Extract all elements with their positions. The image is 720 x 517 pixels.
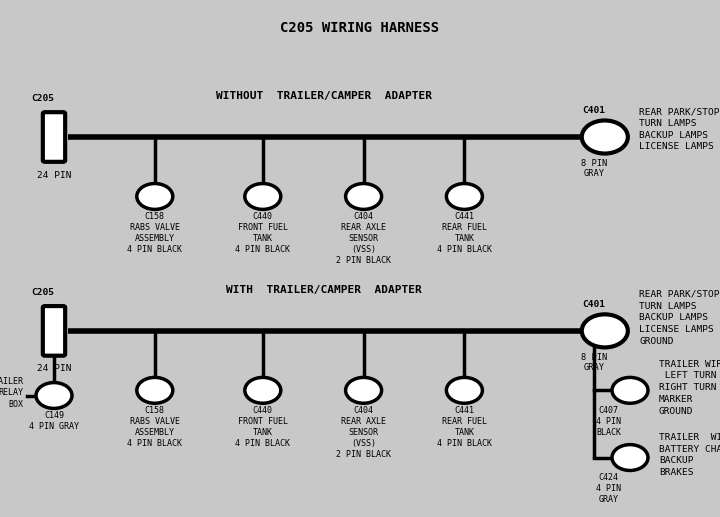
Text: C158
RABS VALVE
ASSEMBLY
4 PIN BLACK: C158 RABS VALVE ASSEMBLY 4 PIN BLACK bbox=[127, 406, 182, 448]
Text: REAR PARK/STOP
TURN LAMPS
BACKUP LAMPS
LICENSE LAMPS
GROUND: REAR PARK/STOP TURN LAMPS BACKUP LAMPS L… bbox=[639, 290, 720, 346]
Text: C158
RABS VALVE
ASSEMBLY
4 PIN BLACK: C158 RABS VALVE ASSEMBLY 4 PIN BLACK bbox=[127, 212, 182, 254]
Text: C424
4 PIN
GRAY: C424 4 PIN GRAY bbox=[596, 473, 621, 504]
Text: TRAILER WIRES
 LEFT TURN
RIGHT TURN
MARKER
GROUND: TRAILER WIRES LEFT TURN RIGHT TURN MARKE… bbox=[659, 360, 720, 416]
Circle shape bbox=[612, 377, 648, 403]
FancyBboxPatch shape bbox=[43, 306, 65, 356]
Circle shape bbox=[612, 445, 648, 470]
Text: C149
4 PIN GRAY: C149 4 PIN GRAY bbox=[29, 411, 79, 431]
Text: 24 PIN: 24 PIN bbox=[37, 364, 71, 373]
FancyBboxPatch shape bbox=[43, 112, 65, 162]
Text: TRAILER  WIRES
BATTERY CHARGE
BACKUP
BRAKES: TRAILER WIRES BATTERY CHARGE BACKUP BRAK… bbox=[659, 433, 720, 477]
Circle shape bbox=[36, 383, 72, 408]
Text: 24 PIN: 24 PIN bbox=[37, 171, 71, 179]
Circle shape bbox=[137, 377, 173, 403]
Text: REAR PARK/STOP
TURN LAMPS
BACKUP LAMPS
LICENSE LAMPS: REAR PARK/STOP TURN LAMPS BACKUP LAMPS L… bbox=[639, 107, 720, 151]
Circle shape bbox=[346, 377, 382, 403]
Text: C404
REAR AXLE
SENSOR
(VSS)
2 PIN BLACK: C404 REAR AXLE SENSOR (VSS) 2 PIN BLACK bbox=[336, 406, 391, 459]
Text: WITHOUT  TRAILER/CAMPER  ADAPTER: WITHOUT TRAILER/CAMPER ADAPTER bbox=[216, 90, 432, 101]
Text: C441
REAR FUEL
TANK
4 PIN BLACK: C441 REAR FUEL TANK 4 PIN BLACK bbox=[437, 406, 492, 448]
Circle shape bbox=[245, 377, 281, 403]
Circle shape bbox=[582, 314, 628, 347]
Text: C205 WIRING HARNESS: C205 WIRING HARNESS bbox=[280, 21, 440, 35]
Text: 8 PIN
GRAY: 8 PIN GRAY bbox=[581, 159, 607, 178]
Text: C440
FRONT FUEL
TANK
4 PIN BLACK: C440 FRONT FUEL TANK 4 PIN BLACK bbox=[235, 406, 290, 448]
Circle shape bbox=[137, 184, 173, 209]
Circle shape bbox=[582, 120, 628, 154]
Text: C407
4 PIN
BLACK: C407 4 PIN BLACK bbox=[596, 406, 621, 437]
Text: 8 PIN
GRAY: 8 PIN GRAY bbox=[581, 353, 607, 372]
Text: WITH  TRAILER/CAMPER  ADAPTER: WITH TRAILER/CAMPER ADAPTER bbox=[226, 284, 422, 295]
Text: TRAILER
RELAY
BOX: TRAILER RELAY BOX bbox=[0, 377, 24, 408]
Circle shape bbox=[245, 184, 281, 209]
Circle shape bbox=[446, 184, 482, 209]
Circle shape bbox=[446, 377, 482, 403]
Text: C401: C401 bbox=[582, 107, 606, 115]
Text: C205: C205 bbox=[32, 288, 55, 297]
Text: C441
REAR FUEL
TANK
4 PIN BLACK: C441 REAR FUEL TANK 4 PIN BLACK bbox=[437, 212, 492, 254]
Text: C404
REAR AXLE
SENSOR
(VSS)
2 PIN BLACK: C404 REAR AXLE SENSOR (VSS) 2 PIN BLACK bbox=[336, 212, 391, 265]
Circle shape bbox=[346, 184, 382, 209]
Text: C401: C401 bbox=[582, 300, 606, 309]
Text: C205: C205 bbox=[32, 95, 55, 103]
Text: C440
FRONT FUEL
TANK
4 PIN BLACK: C440 FRONT FUEL TANK 4 PIN BLACK bbox=[235, 212, 290, 254]
